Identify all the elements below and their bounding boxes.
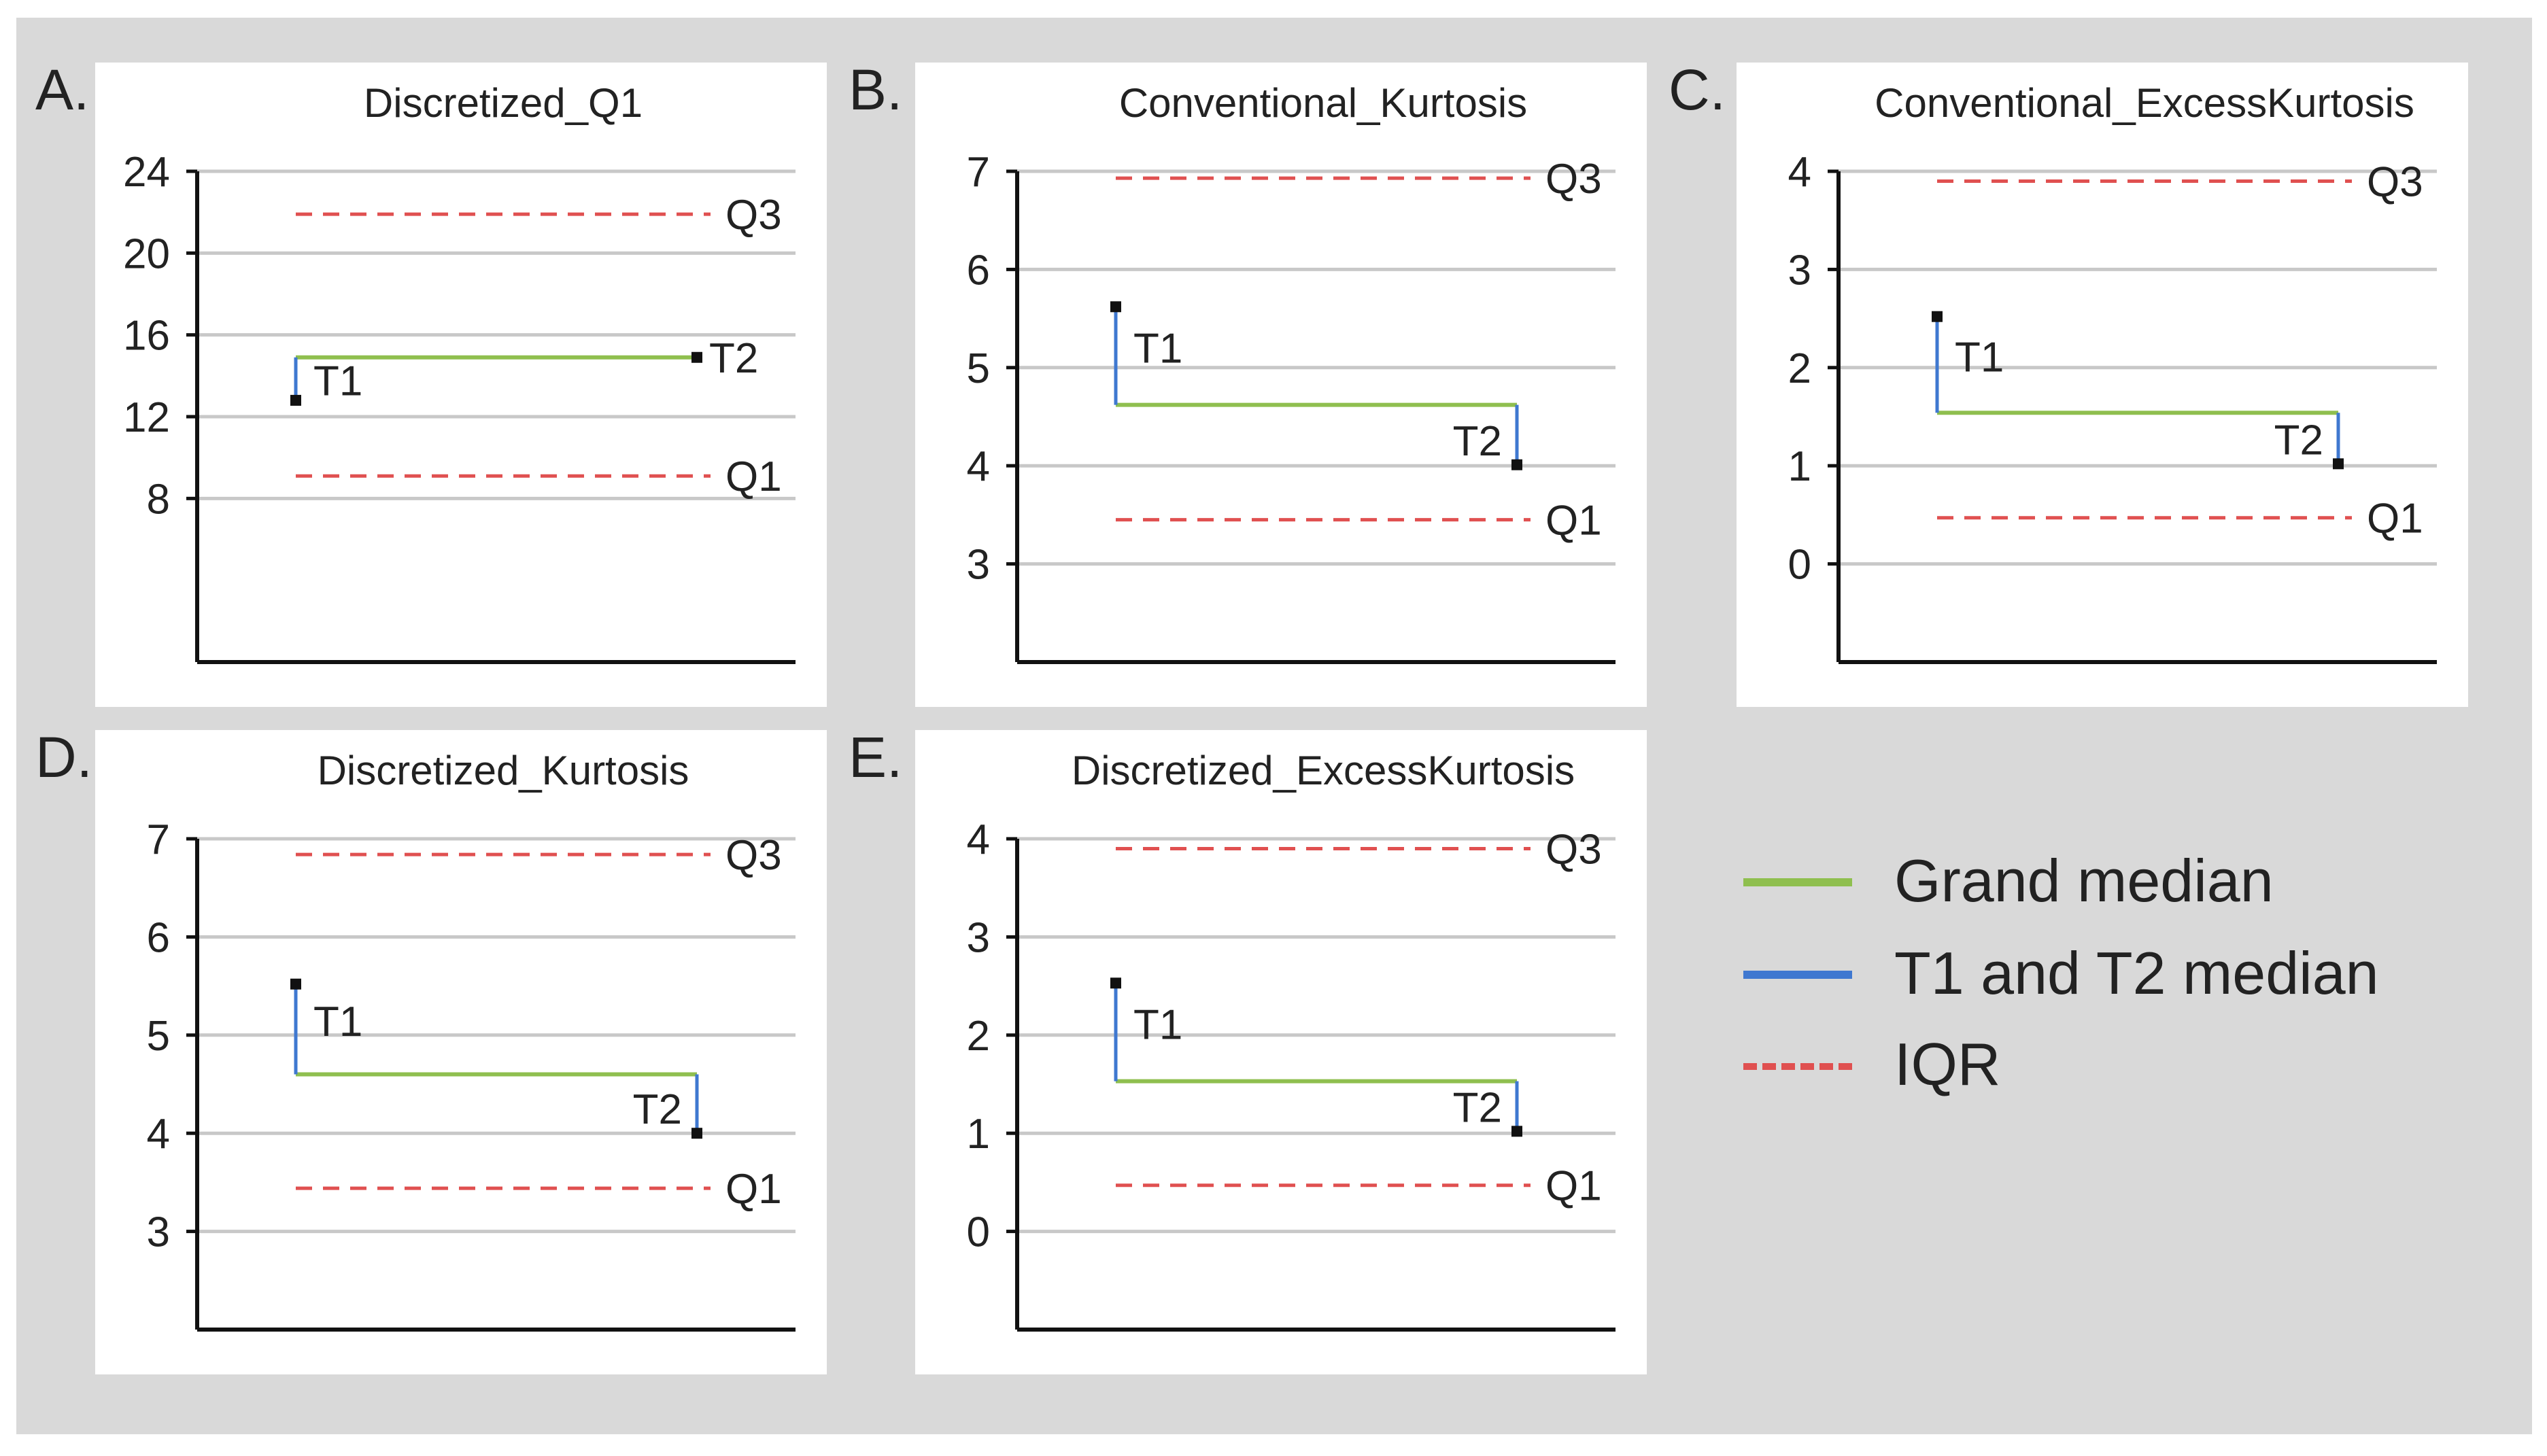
t1-label: T1 xyxy=(313,358,362,404)
chart-e-svg: Discretized_ExcessKurtosis 0 1 2 3 4 Q3 Q1 T1 T2 xyxy=(967,748,1616,1332)
y-tick-label: 0 xyxy=(967,1209,990,1256)
t2-label: T2 xyxy=(709,335,758,382)
y-tick-label: 1 xyxy=(967,1111,990,1158)
y-tick-label: 3 xyxy=(147,1209,170,1256)
y-tick-label: 8 xyxy=(147,476,170,523)
y-tick-label: 6 xyxy=(967,247,990,294)
t1-label: T1 xyxy=(1955,334,2004,381)
y-tick-label: 4 xyxy=(967,816,990,863)
t2-point xyxy=(1511,1126,1522,1137)
figure-canvas: A. B. C. D. E. Discretized_Q1 8 12 16 20 24 Q3… xyxy=(16,18,2532,1434)
q1-label: Q1 xyxy=(725,1166,782,1213)
t2-point xyxy=(1511,459,1522,470)
chart-panel-a: Discretized_Q1 8 12 16 20 24 Q3 Q1 T1 T2 xyxy=(95,63,827,707)
legend: Grand median T1 and T2 median IQR xyxy=(1743,847,2423,1119)
panel-letter-b: B. xyxy=(849,58,903,122)
q3-label: Q3 xyxy=(2367,158,2423,205)
y-tick-label: 2 xyxy=(1788,345,1811,392)
y-tick-label: 3 xyxy=(1788,247,1811,294)
y-tick-label: 2 xyxy=(967,1013,990,1060)
panel-letter-e: E. xyxy=(849,725,903,789)
y-tick-label: 3 xyxy=(967,542,990,589)
y-tick-label: 3 xyxy=(967,914,990,961)
legend-label-iqr: IQR xyxy=(1894,1030,2001,1098)
q3-label: Q3 xyxy=(1545,156,1602,203)
legend-item-t-median: T1 and T2 median xyxy=(1743,939,2423,1007)
legend-label-t-median: T1 and T2 median xyxy=(1894,939,2379,1007)
legend-label-grand-median: Grand median xyxy=(1894,847,2274,914)
t2-point xyxy=(691,1128,702,1139)
chart-title: Conventional_ExcessKurtosis xyxy=(1875,80,2414,126)
t1-point xyxy=(1932,311,1943,322)
t1-label: T1 xyxy=(1133,1001,1182,1048)
chart-title: Discretized_Kurtosis xyxy=(318,748,689,793)
q1-label: Q1 xyxy=(725,453,782,500)
chart-title: Discretized_Q1 xyxy=(364,80,643,126)
t1-label: T1 xyxy=(1133,325,1182,372)
t1-point xyxy=(290,394,301,406)
chart-panel-c: Conventional_ExcessKurtosis 0 1 2 3 4 Q3 Q1 T1 T2 xyxy=(1737,63,2468,707)
t1-point xyxy=(290,978,301,990)
y-tick-label: 4 xyxy=(1788,149,1811,196)
q3-label: Q3 xyxy=(725,832,782,879)
y-tick-label: 16 xyxy=(123,313,170,360)
q1-label: Q1 xyxy=(1545,498,1602,544)
chart-c-svg: Conventional_ExcessKurtosis 0 1 2 3 4 Q3 Q1 T1 T2 xyxy=(1788,80,2437,664)
t2-label: T2 xyxy=(633,1086,682,1133)
chart-panel-d: Discretized_Kurtosis 3 4 5 6 7 Q3 Q1 T1 T2 xyxy=(95,730,827,1374)
q1-label: Q1 xyxy=(1545,1163,1602,1210)
legend-item-iqr: IQR xyxy=(1743,1030,2423,1098)
q1-label: Q1 xyxy=(2367,496,2423,542)
t1-label: T1 xyxy=(313,999,362,1045)
y-tick-label: 6 xyxy=(147,914,170,961)
y-tick-label: 7 xyxy=(967,149,990,196)
chart-title: Conventional_Kurtosis xyxy=(1119,80,1527,126)
t2-label: T2 xyxy=(1453,1084,1502,1131)
chart-b-svg: Conventional_Kurtosis 3 4 5 6 7 Q3 Q1 T1 T2 xyxy=(967,80,1616,664)
legend-swatch-red-dashed xyxy=(1743,1063,1852,1070)
chart-d-svg: Discretized_Kurtosis 3 4 5 6 7 Q3 Q1 T1 T2 xyxy=(147,748,796,1332)
panel-letter-c: C. xyxy=(1669,58,1726,122)
chart-title: Discretized_ExcessKurtosis xyxy=(1072,748,1575,793)
y-tick-label: 4 xyxy=(967,443,990,490)
chart-panel-b: Conventional_Kurtosis 3 4 5 6 7 Q3 Q1 T1 T2 xyxy=(915,63,1647,707)
y-tick-label: 12 xyxy=(123,394,170,441)
q3-label: Q3 xyxy=(725,192,782,239)
t1-point xyxy=(1110,977,1121,989)
y-tick-label: 24 xyxy=(123,149,170,196)
y-tick-label: 5 xyxy=(147,1013,170,1060)
legend-item-grand-median: Grand median xyxy=(1743,847,2423,915)
legend-swatch-green xyxy=(1743,878,1852,886)
t1-point xyxy=(1110,301,1121,313)
t2-point xyxy=(2333,458,2344,470)
panel-letter-a: A. xyxy=(35,58,90,122)
t2-label: T2 xyxy=(2274,417,2323,464)
y-tick-label: 20 xyxy=(123,230,170,277)
chart-panel-e: Discretized_ExcessKurtosis 0 1 2 3 4 Q3 Q1 T1 T2 xyxy=(915,730,1647,1374)
y-tick-label: 4 xyxy=(147,1111,170,1158)
panel-letter-d: D. xyxy=(35,725,92,789)
chart-a-svg: Discretized_Q1 8 12 16 20 24 Q3 Q1 T1 T2 xyxy=(123,80,796,664)
y-tick-label: 5 xyxy=(967,345,990,392)
y-tick-label: 0 xyxy=(1788,542,1811,589)
t2-label: T2 xyxy=(1453,418,1502,465)
y-tick-label: 1 xyxy=(1788,443,1811,490)
legend-swatch-blue xyxy=(1743,971,1852,979)
y-tick-label: 7 xyxy=(147,816,170,863)
q3-label: Q3 xyxy=(1545,826,1602,873)
t2-point xyxy=(691,351,702,363)
